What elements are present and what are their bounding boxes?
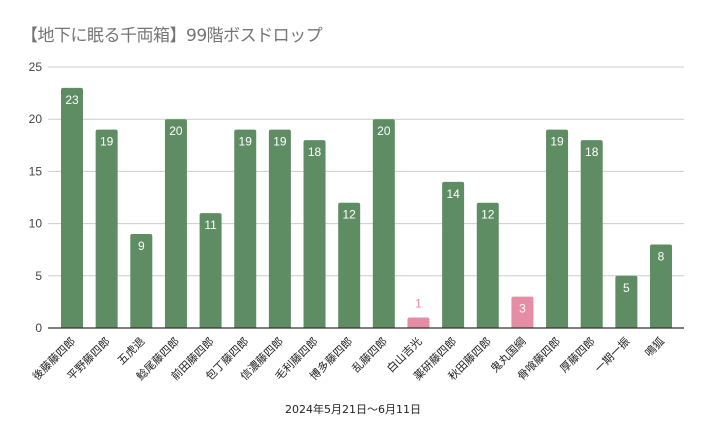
data-label: 14 — [446, 187, 460, 201]
x-tick-label: 五虎退 — [115, 335, 148, 368]
data-label: 19 — [100, 135, 114, 149]
bar — [338, 202, 361, 328]
bars — [61, 87, 672, 328]
y-tick-label: 25 — [29, 60, 43, 74]
x-tick-label: 一期一振 — [591, 334, 632, 375]
x-tick-label: 乱藤四郎 — [349, 334, 390, 375]
grid-lines — [48, 66, 684, 277]
data-label: 5 — [623, 281, 630, 295]
x-tick-label: 鳴狐 — [642, 334, 667, 359]
chart-title: 【地下に眠る千両箱】99階ボスドロップ — [21, 26, 323, 46]
data-label: 20 — [377, 124, 391, 138]
data-label: 12 — [481, 208, 495, 222]
bar — [199, 213, 222, 328]
bar — [61, 87, 83, 328]
bar — [303, 140, 326, 328]
bar — [442, 181, 465, 328]
data-label: 18 — [585, 145, 599, 159]
bar — [407, 317, 430, 328]
bar — [164, 119, 187, 328]
bar — [476, 202, 499, 328]
bar — [511, 296, 534, 328]
data-label: 20 — [169, 124, 183, 138]
data-label: 8 — [658, 249, 665, 263]
bar — [130, 234, 153, 328]
y-axis-ticks: 0 5 10 15 20 25 — [29, 60, 43, 335]
bar — [372, 119, 395, 328]
data-label: 19 — [273, 135, 287, 149]
y-tick-label: 0 — [35, 321, 42, 335]
bar — [580, 140, 603, 328]
bar — [546, 129, 569, 328]
y-tick-label: 10 — [29, 217, 43, 231]
data-label: 23 — [65, 93, 79, 107]
data-label: 1 — [415, 297, 422, 311]
bar — [234, 129, 257, 328]
data-label: 11 — [204, 218, 217, 232]
data-label: 18 — [308, 145, 322, 159]
data-labels: 23 19 9 20 11 19 19 18 12 20 1 14 12 3 19 18 5 8 — [65, 93, 664, 316]
bar — [615, 275, 638, 328]
y-tick-label: 20 — [29, 112, 43, 126]
data-label: 19 — [550, 135, 564, 149]
data-label: 9 — [138, 239, 145, 253]
y-tick-label: 5 — [35, 269, 42, 283]
data-label: 12 — [342, 208, 356, 222]
data-label: 19 — [239, 135, 253, 149]
y-tick-label: 15 — [29, 164, 43, 178]
bar — [268, 129, 291, 328]
x-axis-title: 2024年5月21日～6月11日 — [285, 403, 421, 416]
x-tick-label: 厚藤四郎 — [557, 334, 598, 375]
bar — [95, 129, 118, 328]
bar — [650, 244, 672, 328]
data-label: 3 — [519, 302, 526, 316]
